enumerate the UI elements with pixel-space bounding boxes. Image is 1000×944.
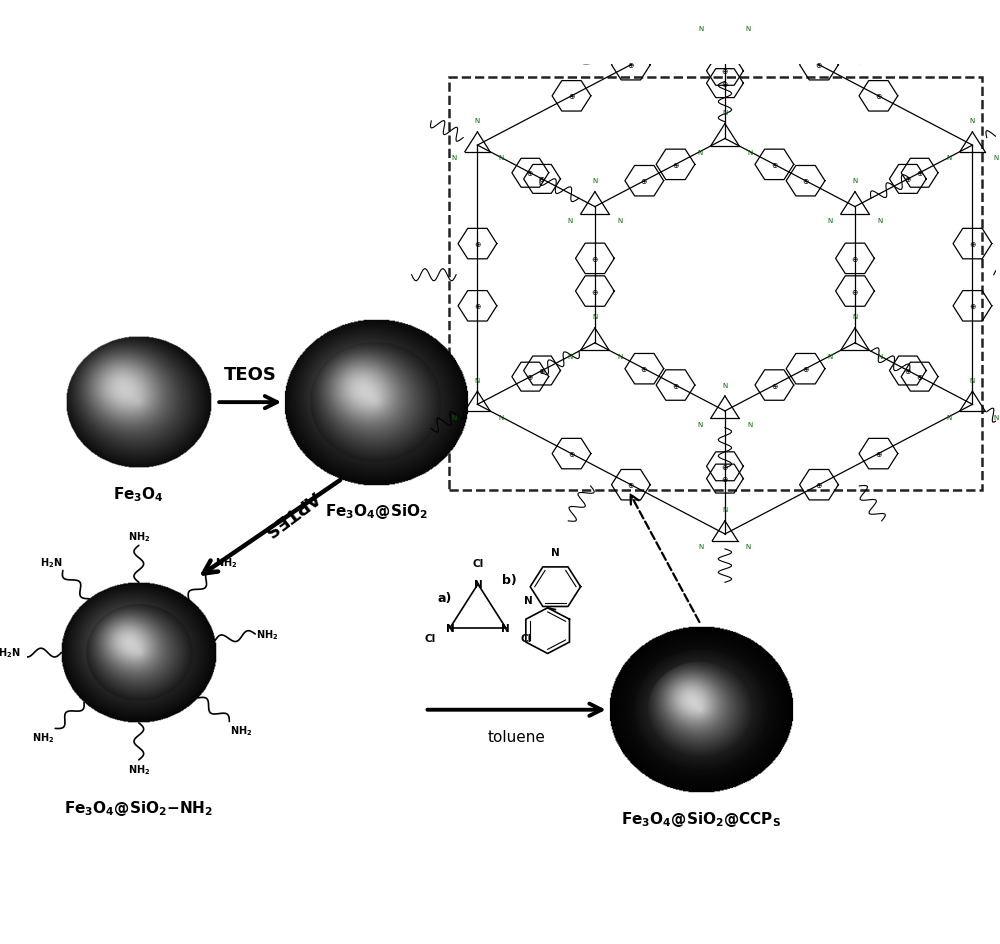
Text: N: N [498,414,504,420]
Text: $\mathbf{H_2N}$: $\mathbf{H_2N}$ [0,646,20,660]
Text: N: N [993,414,999,420]
Text: N: N [498,155,504,161]
Text: $\oplus$: $\oplus$ [969,240,976,249]
Text: N: N [970,118,975,125]
Text: N: N [592,314,598,320]
Text: N: N [617,354,623,360]
Text: $\oplus$: $\oplus$ [474,302,481,311]
Text: $\oplus$: $\oplus$ [815,480,823,490]
Text: $\oplus$: $\oplus$ [591,287,599,296]
Text: N: N [475,118,480,125]
Text: N: N [878,354,883,360]
Text: $\oplus$: $\oplus$ [875,449,882,459]
Text: N: N [446,623,455,632]
Text: $\oplus$: $\oplus$ [568,93,575,101]
Text: a): a) [437,591,452,604]
Text: $\oplus$: $\oplus$ [771,381,778,390]
Text: N: N [746,544,751,549]
Text: $\mathbf{NH_2}$: $\mathbf{NH_2}$ [32,731,55,744]
Text: $\oplus$: $\oplus$ [969,302,976,311]
Text: N: N [746,25,751,32]
Text: $\oplus$: $\oplus$ [875,93,882,101]
Text: N: N [722,110,728,116]
Text: $\oplus$: $\oplus$ [526,373,534,381]
Text: $\oplus$: $\oplus$ [904,176,912,184]
Text: $\oplus$: $\oplus$ [802,177,809,186]
Text: N: N [451,414,457,420]
Text: N: N [524,596,533,605]
Text: $\oplus$: $\oplus$ [640,177,648,186]
Text: N: N [617,217,623,224]
Text: $\oplus$: $\oplus$ [815,61,823,70]
Text: APTES: APTES [260,486,322,539]
Text: $\oplus$: $\oplus$ [672,160,679,170]
Text: $\mathbf{NH_2}$: $\mathbf{NH_2}$ [128,531,150,544]
Text: Cl: Cl [472,558,484,568]
Text: $\mathbf{NH_2}$: $\mathbf{NH_2}$ [215,555,238,569]
Text: $\mathbf{Fe_3O_4}$: $\mathbf{Fe_3O_4}$ [113,484,164,503]
Text: $\mathbf{Fe_3O_4@SiO_2@CCP_S}$: $\mathbf{Fe_3O_4@SiO_2@CCP_S}$ [621,809,781,828]
Text: $\oplus$: $\oplus$ [538,176,546,184]
Text: N: N [946,155,952,161]
Text: $\oplus$: $\oplus$ [538,366,546,376]
Text: N: N [699,25,704,32]
Text: $\oplus$: $\oplus$ [851,287,859,296]
Text: $\oplus$: $\oplus$ [802,364,809,374]
Text: N: N [852,178,858,184]
Text: $\oplus$: $\oplus$ [721,79,729,89]
Text: $\mathbf{NH_2}$: $\mathbf{NH_2}$ [230,724,252,737]
Text: Cl: Cl [424,633,436,644]
Text: N: N [827,217,832,224]
Text: $\mathbf{H_2N}$: $\mathbf{H_2N}$ [40,555,63,569]
Text: Cl: Cl [520,633,531,644]
Text: N: N [747,422,753,428]
Text: $\oplus$: $\oplus$ [591,255,599,263]
Text: $\oplus$: $\oplus$ [721,67,729,76]
Text: N: N [993,155,999,161]
Text: $\mathbf{Fe_3O_4@SiO_2{-}NH_2}$: $\mathbf{Fe_3O_4@SiO_2{-}NH_2}$ [64,798,213,817]
Text: N: N [475,378,480,383]
Text: N: N [970,378,975,383]
Text: N: N [592,178,598,184]
Text: N: N [747,149,753,156]
Text: N: N [551,547,560,557]
Text: N: N [722,382,728,388]
Text: $\oplus$: $\oplus$ [672,381,679,390]
FancyBboxPatch shape [449,78,982,491]
Text: $\oplus$: $\oplus$ [904,366,912,376]
Text: $\oplus$: $\oplus$ [721,463,729,471]
Text: TEOS: TEOS [224,365,277,383]
Text: N: N [827,354,832,360]
Text: N: N [878,217,883,224]
Text: $\oplus$: $\oplus$ [526,169,534,178]
Text: $\mathbf{NH_2}$: $\mathbf{NH_2}$ [256,628,278,641]
Text: $\oplus$: $\oplus$ [721,475,729,483]
Text: $\mathbf{Fe_3O_4@SiO_2}$: $\mathbf{Fe_3O_4@SiO_2}$ [325,502,428,521]
Text: $\oplus$: $\oplus$ [916,373,923,381]
Text: N: N [501,623,510,632]
Text: toluene: toluene [488,730,546,744]
Text: $\oplus$: $\oplus$ [771,160,778,170]
Text: $\oplus$: $\oplus$ [474,240,481,249]
Text: N: N [697,149,702,156]
Text: N: N [722,507,728,513]
Text: N: N [697,422,702,428]
Text: N: N [946,414,952,420]
Text: $\oplus$: $\oplus$ [568,449,575,459]
Text: $\oplus$: $\oplus$ [851,255,859,263]
Text: N: N [852,314,858,320]
Text: $\oplus$: $\oplus$ [627,61,635,70]
Text: $\mathbf{NH_2}$: $\mathbf{NH_2}$ [128,762,150,776]
Text: N: N [474,580,482,589]
Text: b): b) [502,574,517,586]
Text: N: N [699,544,704,549]
Text: $\oplus$: $\oplus$ [916,169,923,178]
Text: $\oplus$: $\oplus$ [640,364,648,374]
Text: N: N [567,217,572,224]
Text: $\oplus$: $\oplus$ [627,480,635,490]
Text: N: N [567,354,572,360]
Text: N: N [451,155,457,161]
